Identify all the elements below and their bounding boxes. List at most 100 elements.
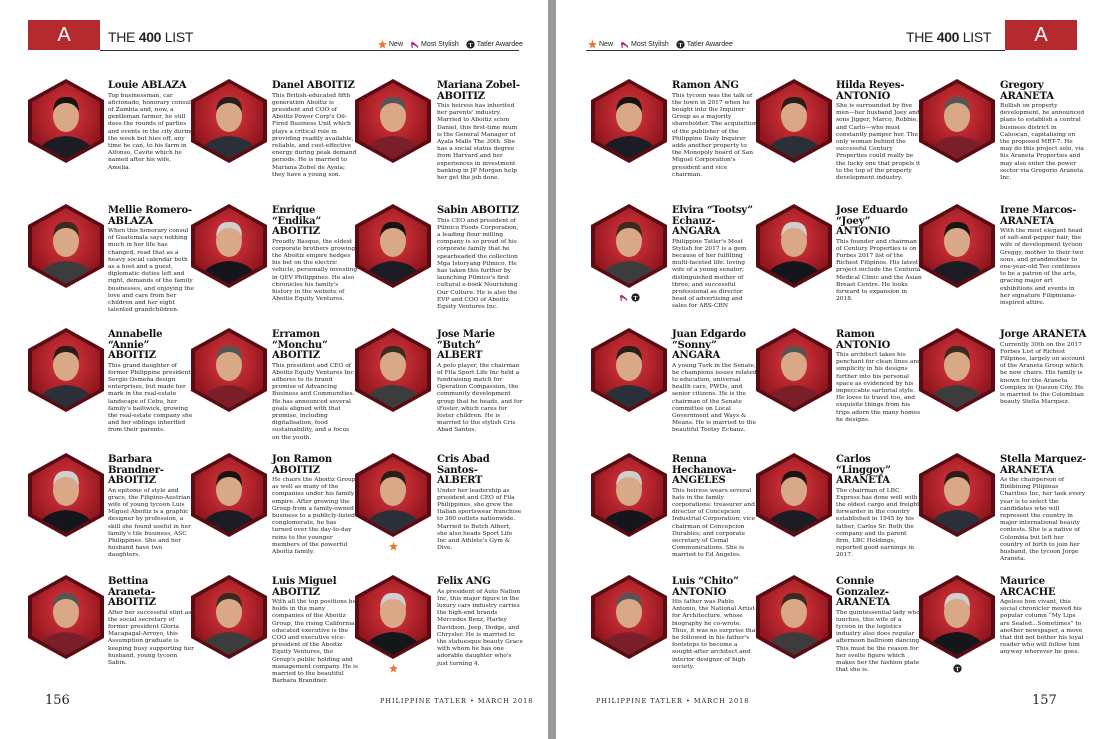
portrait-frame	[190, 327, 268, 417]
surname: ARANETA	[1000, 464, 1054, 476]
given-name: Enrique “Endika”	[272, 205, 321, 227]
given-name: Carlos “Linggoy”	[836, 454, 891, 476]
legend-label: Most Stylish	[631, 41, 669, 48]
given-name: Juan Edgardo “Sonny”	[672, 329, 746, 351]
entry-text: Jose Marie “Butch” ALBERT A polo player, …	[437, 329, 525, 435]
entry-name: Felix ANG	[437, 576, 525, 588]
legend-item: New	[378, 40, 403, 49]
surname: ANGARA	[672, 226, 721, 237]
entry-name: Annabelle “Annie” ABOITIZ	[108, 329, 196, 362]
given-name: Jose Marie “Butch”	[437, 329, 495, 351]
entry-text: Annabelle “Annie” ABOITIZ This grand daug…	[108, 329, 196, 435]
portrait-frame	[918, 327, 996, 417]
surname: ANTONIO	[836, 226, 891, 237]
entry-bio: The quintessential lady who lunches, thi…	[836, 609, 922, 674]
portrait-frame	[755, 203, 833, 293]
title-word: THE	[906, 29, 934, 45]
svg-text:T: T	[678, 42, 683, 49]
portrait	[919, 328, 995, 412]
given-name: Stella Marquez-	[1000, 454, 1087, 465]
entry-name: Jon Ramon ABOITIZ	[272, 454, 360, 476]
entry-bio: The chairman of LBC Express has done wel…	[836, 487, 920, 559]
new-icon	[388, 664, 398, 673]
given-name: Connie Gonzalez-	[836, 576, 889, 598]
stylish-icon	[620, 41, 629, 49]
entry-text: Elvira “Tootsy” Echauz- ANGARA Philippine…	[672, 205, 760, 311]
given-name: Danel	[272, 80, 304, 91]
portrait-frame	[27, 78, 105, 168]
portrait	[28, 328, 104, 412]
entry-text: Sabin ABOITIZ This CEO and president of P…	[437, 205, 525, 311]
surname: ARANETA	[1032, 329, 1087, 340]
entry-text: Jorge ARANETA Currently 30th on the 2017 …	[1000, 329, 1088, 406]
entry-name: Jose Eduardo “Joey” ANTONIO	[836, 205, 924, 238]
surname: ANTONIO	[836, 339, 891, 351]
entry-name: Juan Edgardo “Sonny” ANGARA	[672, 329, 760, 362]
entry-name: Mellie Romero- ABLAZA	[108, 205, 196, 227]
surname: ANG	[713, 80, 739, 91]
surname: ABLAZA	[108, 215, 153, 227]
portrait	[191, 453, 267, 537]
portrait	[756, 328, 832, 412]
legend-item: Most Stylish	[620, 40, 669, 49]
surname: ABOITIZ	[471, 205, 519, 216]
surname: ANTONIO	[672, 586, 727, 598]
badges	[354, 664, 432, 673]
given-name: Luis Miguel	[272, 576, 337, 587]
portrait	[191, 204, 267, 288]
entry-text: Bettina Araneta- ABOITIZ After her succes…	[108, 576, 196, 667]
section-letter: A	[1005, 20, 1077, 50]
given-name: Mellie Romero-	[108, 205, 192, 216]
legend: New Most Stylish T Tatler Awardee	[378, 40, 523, 49]
entry-name: Luis “Chito” ANTONIO	[672, 576, 760, 598]
portrait	[591, 453, 667, 537]
entry-name: Erramon “Monchu” ABOITIZ	[272, 329, 360, 362]
portrait-frame	[354, 327, 432, 417]
entry-text: Juan Edgardo “Sonny” ANGARA A young Turk …	[672, 329, 760, 435]
header-title: THE 400 LIST	[906, 29, 991, 45]
entry-bio: This president and CEO of Aboitiz Equity…	[272, 362, 355, 441]
portrait-frame	[354, 574, 432, 664]
portrait-frame	[590, 452, 668, 542]
given-name: Renna Hechanova-	[672, 454, 737, 476]
entry-bio: Philippine Tatler's Most Stylish for 201…	[672, 238, 747, 310]
portrait	[355, 328, 431, 412]
portrait-frame	[590, 327, 668, 417]
portrait-frame	[590, 203, 668, 293]
entry-bio: Proudly Basque, the eldest corporate bro…	[272, 238, 358, 303]
given-name: Jose Eduardo “Joey”	[836, 205, 908, 227]
portrait-frame	[918, 203, 996, 293]
entry-text: Ramon ANG This tycoon was the talk of the…	[672, 80, 760, 179]
header-rule	[586, 50, 1005, 51]
entry-bio: This heiress wears several hats in the f…	[672, 487, 756, 559]
given-name: Luis “Chito”	[672, 576, 739, 587]
portrait-frame	[27, 574, 105, 664]
section-letter: A	[28, 20, 100, 50]
entry-name: Carlos “Linggoy” ARANETA	[836, 454, 924, 487]
portrait	[191, 328, 267, 412]
surname: ANGARA	[672, 350, 721, 361]
portrait-frame	[755, 574, 833, 664]
folio: 156	[45, 693, 70, 708]
badges: T	[590, 293, 668, 302]
entry-bio: Under her leadership as president and CE…	[437, 487, 522, 552]
legend-item: T Tatler Awardee	[676, 40, 733, 49]
surname: ALBERT	[437, 475, 483, 486]
portrait	[591, 79, 667, 163]
portrait-frame	[27, 327, 105, 417]
surname: ARCACHE	[1000, 586, 1056, 598]
entry-bio: An epitome of style and grace, the Filip…	[108, 487, 191, 559]
portrait	[355, 204, 431, 288]
entry-bio: A polo player, the chairman of Fila Spor…	[437, 362, 523, 434]
entry-bio: As the chairperson of Binibining Pilipin…	[1000, 477, 1086, 563]
portrait	[28, 453, 104, 537]
entry-bio: When this honorary consul of Guatemala s…	[108, 228, 194, 314]
given-name: Felix	[437, 576, 463, 587]
given-name: Ramon	[836, 329, 875, 340]
portrait-frame	[755, 327, 833, 417]
entry-bio: Top businessman, car aficionado, honorar…	[108, 92, 194, 171]
surname: ABOITIZ	[272, 350, 320, 361]
entry-name: Irene Marcos- ARANETA	[1000, 205, 1088, 227]
entry-name: Danel ABOITIZ	[272, 80, 360, 92]
surname: ARANETA	[1000, 90, 1054, 102]
